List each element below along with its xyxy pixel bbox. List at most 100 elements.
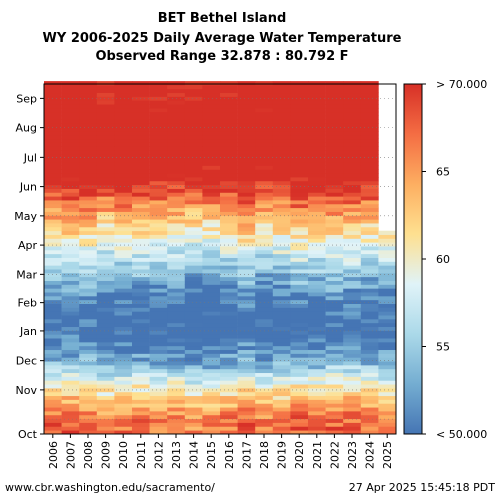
heatmap-cell bbox=[237, 157, 256, 163]
heatmap-cell bbox=[360, 295, 379, 301]
heatmap-cell bbox=[360, 161, 379, 166]
heatmap-cell bbox=[114, 338, 133, 343]
heatmap-cell bbox=[44, 338, 62, 343]
heatmap-cell bbox=[44, 226, 62, 232]
heatmap-cell bbox=[255, 414, 274, 420]
heatmap-cell bbox=[308, 223, 326, 228]
heatmap-cell bbox=[272, 215, 291, 220]
heatmap-cell bbox=[220, 257, 238, 262]
heatmap-cell bbox=[360, 219, 379, 224]
heatmap-cell bbox=[132, 219, 150, 224]
heatmap-cell bbox=[202, 303, 221, 308]
heatmap-cell bbox=[378, 234, 397, 239]
heatmap-cell bbox=[184, 338, 203, 343]
heatmap-cell bbox=[308, 203, 326, 209]
heatmap-cell bbox=[149, 368, 168, 374]
heatmap-cell bbox=[114, 177, 133, 182]
heatmap-cell bbox=[202, 353, 221, 358]
heatmap-cell bbox=[202, 234, 221, 239]
heatmap-cell bbox=[360, 130, 379, 136]
heatmap-cell bbox=[237, 127, 256, 132]
heatmap-cell bbox=[308, 238, 326, 243]
heatmap-cell bbox=[220, 161, 238, 166]
heatmap-cell bbox=[220, 200, 238, 205]
heatmap-cell bbox=[79, 242, 98, 247]
heatmap-cell bbox=[290, 303, 309, 308]
heatmap-cell bbox=[343, 376, 362, 381]
heatmap-cell bbox=[114, 169, 133, 174]
heatmap-cell bbox=[237, 357, 256, 362]
heatmap-cell bbox=[149, 134, 168, 140]
heatmap-cell bbox=[360, 395, 379, 400]
heatmap-cell bbox=[378, 334, 397, 339]
heatmap-cell bbox=[237, 338, 256, 343]
heatmap-cell bbox=[290, 123, 309, 128]
heatmap-cell bbox=[44, 180, 62, 186]
heatmap-cell bbox=[237, 295, 256, 301]
heatmap-cell bbox=[290, 169, 309, 174]
heatmap-cell bbox=[360, 253, 379, 258]
heatmap-cell bbox=[237, 88, 256, 94]
heatmap-cell bbox=[290, 353, 309, 358]
heatmap-cell bbox=[272, 418, 291, 423]
heatmap-cell bbox=[132, 295, 150, 301]
heatmap-cell bbox=[61, 253, 80, 258]
heatmap-cell bbox=[184, 380, 203, 385]
heatmap-cell bbox=[343, 177, 362, 182]
heatmap-cell bbox=[79, 426, 98, 431]
heatmap-cell bbox=[79, 134, 98, 140]
heatmap-cell bbox=[325, 142, 344, 147]
heatmap-cell bbox=[149, 177, 168, 182]
heatmap-cell bbox=[220, 364, 238, 370]
heatmap-cell bbox=[96, 134, 115, 140]
heatmap-cell bbox=[308, 307, 326, 312]
heatmap-cell bbox=[202, 269, 221, 274]
heatmap-cell bbox=[167, 418, 186, 423]
heatmap-cell bbox=[167, 361, 186, 366]
heatmap-cell bbox=[96, 418, 115, 423]
heatmap-cell bbox=[272, 269, 291, 274]
heatmap-cell bbox=[167, 364, 186, 370]
heatmap-cell bbox=[325, 403, 344, 408]
heatmap-cell bbox=[290, 96, 309, 101]
heatmap-cell bbox=[220, 303, 238, 308]
heatmap-cell bbox=[44, 407, 62, 412]
heatmap-cell bbox=[308, 426, 326, 431]
heatmap-cell bbox=[272, 150, 291, 155]
heatmap-cell bbox=[272, 349, 291, 354]
heatmap-cell bbox=[96, 380, 115, 385]
heatmap-cell bbox=[132, 81, 150, 86]
heatmap-cell bbox=[114, 223, 133, 228]
heatmap-cell bbox=[202, 292, 221, 297]
heatmap-cell bbox=[360, 249, 379, 255]
heatmap-cell bbox=[184, 173, 203, 178]
heatmap-cell bbox=[44, 414, 62, 420]
heatmap-cell bbox=[96, 364, 115, 370]
heatmap-cell bbox=[44, 403, 62, 408]
heatmap-cell bbox=[360, 100, 379, 105]
heatmap-cell bbox=[44, 391, 62, 397]
heatmap-cell bbox=[308, 123, 326, 128]
heatmap-cell bbox=[272, 265, 291, 270]
heatmap-cell bbox=[308, 150, 326, 155]
heatmap-cell bbox=[61, 219, 80, 224]
heatmap-cell bbox=[378, 257, 397, 262]
heatmap-cell bbox=[44, 92, 62, 97]
heatmap-cell bbox=[61, 303, 80, 308]
heatmap-cell bbox=[255, 410, 274, 416]
heatmap-cell bbox=[132, 430, 150, 435]
heatmap-cell bbox=[184, 368, 203, 374]
heatmap-cell bbox=[220, 288, 238, 293]
heatmap-cell bbox=[308, 257, 326, 262]
heatmap-cell bbox=[343, 249, 362, 255]
heatmap-cell bbox=[79, 219, 98, 224]
heatmap-cell bbox=[378, 261, 397, 266]
heatmap-cell bbox=[149, 372, 168, 377]
heatmap-cell bbox=[44, 169, 62, 174]
heatmap-cell bbox=[220, 318, 238, 324]
heatmap-cell bbox=[202, 349, 221, 354]
heatmap-cell bbox=[96, 295, 115, 301]
heatmap-cell bbox=[325, 269, 344, 274]
heatmap-cell bbox=[272, 223, 291, 228]
heatmap-cell bbox=[237, 238, 256, 243]
